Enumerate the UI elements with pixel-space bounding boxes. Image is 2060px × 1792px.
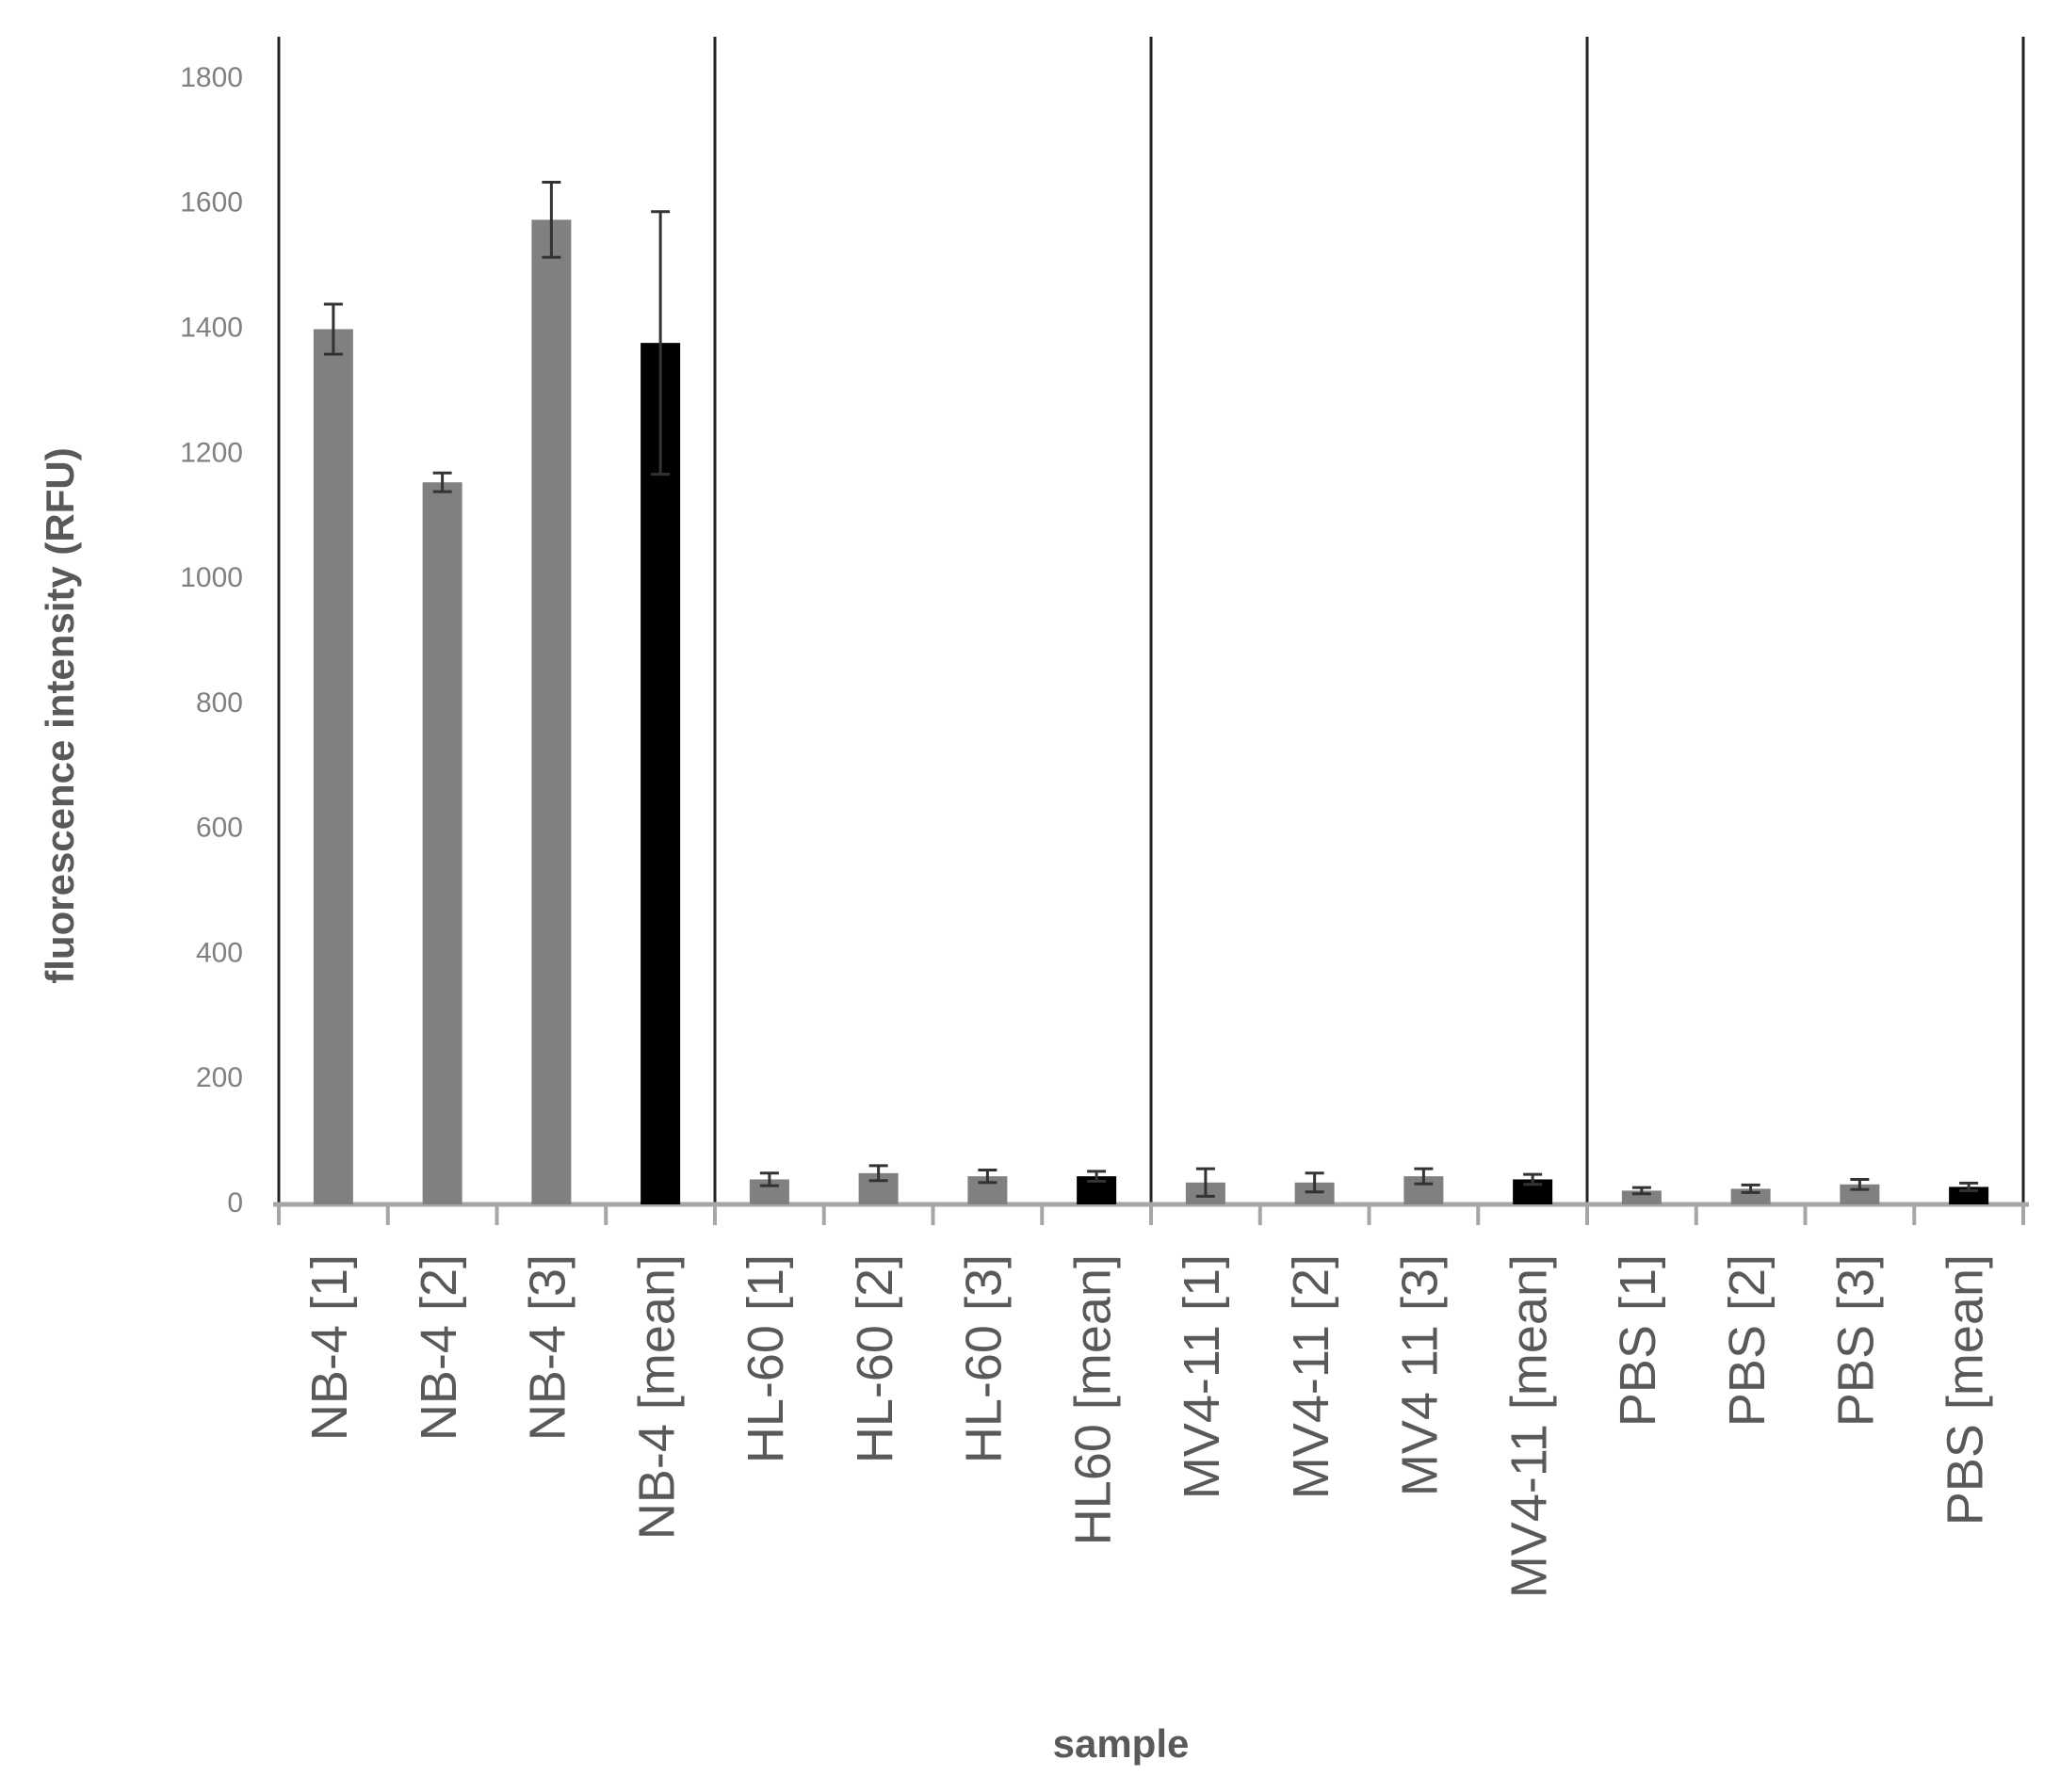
error-bar	[759, 1171, 779, 1187]
error-bar	[1850, 1177, 1870, 1191]
error-bar	[1195, 1167, 1215, 1198]
x-tick-label: PBS [mean]	[1937, 1254, 1993, 1526]
x-tick-label: NB-4 [1]	[301, 1254, 358, 1441]
error-bar	[542, 181, 561, 259]
x-axis-label: sample	[1053, 1721, 1190, 1766]
error-bar	[1414, 1167, 1434, 1186]
x-tick-label: MV4-11 [mean]	[1500, 1254, 1557, 1598]
y-tick-label: 600	[196, 813, 243, 844]
error-bar	[868, 1164, 888, 1183]
error-bar	[651, 210, 671, 476]
y-tick-label: 400	[196, 937, 243, 968]
x-tick-label: HL60 [mean]	[1064, 1254, 1121, 1545]
y-tick-label: 1000	[180, 562, 243, 593]
bar	[1730, 1188, 1771, 1204]
bar	[313, 329, 353, 1204]
x-tick-label: HL-60 [2]	[847, 1254, 903, 1463]
bar	[1949, 1187, 1989, 1204]
bar	[1840, 1184, 1880, 1204]
x-tick-label: HL-60 [1]	[738, 1254, 794, 1463]
error-bar	[1305, 1171, 1324, 1194]
x-tick-label: NB-4 [3]	[520, 1254, 576, 1441]
y-tick-label: 1400	[180, 312, 243, 343]
x-tick-label: PBS [2]	[1719, 1254, 1776, 1427]
bar	[531, 219, 572, 1204]
error-bar	[1087, 1170, 1107, 1183]
x-tick-label: MV4-11 [1]	[1174, 1254, 1230, 1499]
x-tick-label: PBS [3]	[1828, 1254, 1885, 1427]
error-bar	[432, 471, 452, 493]
y-axis-label: fluorescence intensity (RFU)	[38, 447, 82, 983]
y-tick-label: 1200	[180, 437, 243, 468]
y-tick-label: 1600	[180, 187, 243, 218]
x-tick-label: MV4 11 [3]	[1392, 1254, 1449, 1496]
error-bar	[323, 302, 343, 356]
y-tick-label: 1800	[180, 62, 243, 93]
bar	[1621, 1190, 1662, 1204]
x-tick-label: NB-4 [mean]	[628, 1254, 685, 1540]
x-tick-label: MV4-11 [2]	[1283, 1254, 1339, 1499]
error-bar	[1631, 1186, 1651, 1196]
error-bar	[1959, 1181, 1979, 1192]
error-bar	[1523, 1172, 1543, 1187]
y-tick-label: 800	[196, 687, 243, 718]
bar	[1294, 1182, 1335, 1204]
bar	[641, 343, 681, 1204]
y-tick-label: 200	[196, 1062, 243, 1093]
x-tick-label: HL-60 [3]	[956, 1254, 1013, 1463]
bar	[422, 482, 462, 1204]
y-tick-label: 0	[227, 1187, 243, 1219]
x-tick-label: NB-4 [2]	[411, 1254, 467, 1441]
error-bar	[978, 1168, 998, 1185]
error-bar	[1741, 1183, 1760, 1194]
x-tick-label: PBS [1]	[1610, 1254, 1666, 1427]
